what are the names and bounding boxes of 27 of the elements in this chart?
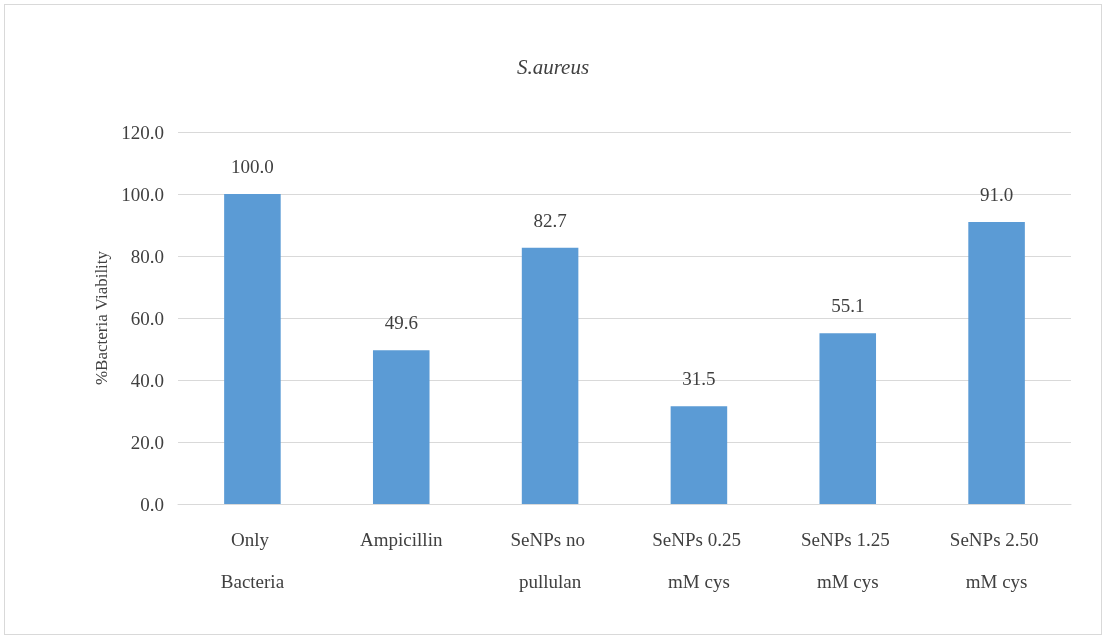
x-tick-label: SeNPs 2.50 mM cys <box>949 528 1044 592</box>
y-axis-title: %Bacteria Viability <box>92 250 112 386</box>
bar <box>372 350 430 504</box>
x-tick-label: SeNPs no pullulan <box>510 528 590 592</box>
x-tick-label: Only Bacteria <box>220 528 285 592</box>
y-tick-label: 100.0 <box>121 183 164 205</box>
chart-title: S.aureus <box>516 54 590 79</box>
data-label: 49.6 <box>384 312 418 334</box>
x-tick-label: SeNPs 0.25 mM cys <box>652 528 746 592</box>
y-tick-label: 0.0 <box>140 493 164 515</box>
data-label: 100.0 <box>231 156 274 177</box>
bar <box>670 406 728 504</box>
bar <box>521 247 579 504</box>
bar <box>819 333 877 504</box>
y-tick-label: 80.0 <box>130 245 164 267</box>
x-tick-label: SeNPs 1.25 mM cys <box>801 528 895 592</box>
x-tick-label: Ampicillin <box>360 528 443 550</box>
bar <box>968 221 1025 504</box>
data-label: 31.5 <box>682 368 716 390</box>
bar <box>224 194 281 504</box>
y-tick-label: 60.0 <box>130 307 164 329</box>
y-tick-label: 120.0 <box>121 121 164 143</box>
data-label: 55.1 <box>831 295 865 317</box>
data-label: 82.7 <box>533 209 567 231</box>
y-tick-label: 40.0 <box>130 369 164 391</box>
data-label: 91.0 <box>979 183 1014 205</box>
y-tick-label: 20.0 <box>130 431 164 453</box>
